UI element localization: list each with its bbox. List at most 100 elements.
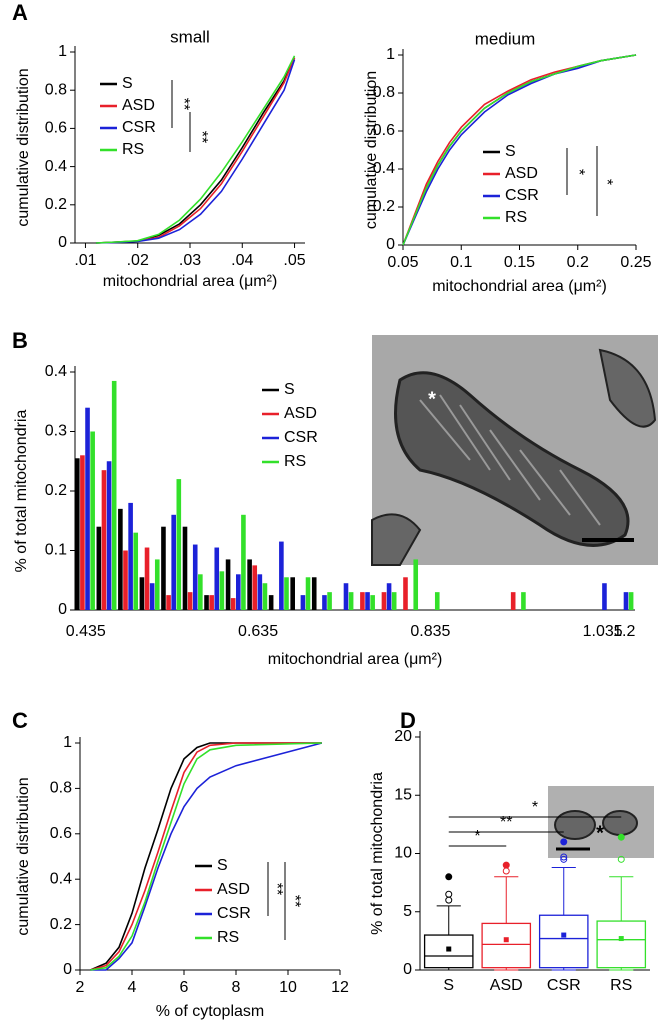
bar <box>311 577 317 610</box>
chart-title: medium <box>475 29 535 48</box>
bar <box>268 595 274 610</box>
bar <box>327 592 332 610</box>
y-axis-label: % of total mitochondria <box>13 410 30 573</box>
chart-title: small <box>170 27 210 46</box>
box <box>596 920 647 969</box>
outlier <box>502 861 510 869</box>
y-tick-label: 1 <box>63 734 72 751</box>
bar <box>204 595 209 610</box>
x-tick-label: CSR <box>547 977 581 994</box>
y-tick-label: 0.8 <box>373 84 395 101</box>
y-tick-label: 20 <box>394 728 412 745</box>
legend-label: CSR <box>505 187 539 204</box>
bar <box>602 583 607 610</box>
bar <box>85 407 90 610</box>
bar <box>370 595 375 610</box>
bar <box>139 577 145 610</box>
bar <box>90 431 95 610</box>
bar <box>128 502 133 610</box>
bar <box>118 508 123 610</box>
y-tick-label: 0.2 <box>45 196 67 213</box>
mean <box>618 936 624 942</box>
x-tick-label: RS <box>610 977 632 994</box>
mean <box>446 946 452 952</box>
cdf-line <box>402 54 637 246</box>
x-tick-label: .05 <box>283 252 305 269</box>
bar <box>209 595 214 610</box>
mitochondrion <box>602 810 638 836</box>
bar <box>106 461 112 610</box>
cdf-line <box>90 742 322 971</box>
y-tick-label: 0.8 <box>50 780 72 797</box>
y-tick-label: 0.3 <box>45 423 67 440</box>
significance-label: ** <box>286 895 303 907</box>
x-tick-label: 0.25 <box>620 254 651 271</box>
y-axis-label: cumulative distribution <box>15 777 32 935</box>
y-tick-label: 0.2 <box>45 482 67 499</box>
significance-label: * <box>598 179 615 185</box>
micrograph-b <box>371 335 658 566</box>
legend-label: RS <box>505 209 527 226</box>
bar <box>381 592 387 610</box>
bar <box>149 583 155 610</box>
bar <box>192 544 198 610</box>
legend-label: S <box>505 143 516 160</box>
bar <box>290 577 295 610</box>
significance-label: * <box>474 828 480 845</box>
legend-label: RS <box>217 929 239 946</box>
x-tick-label: 0.835 <box>410 623 450 640</box>
bar <box>166 595 171 610</box>
y-tick-label: 0.6 <box>45 120 67 137</box>
x-tick-label: 0.435 <box>66 623 106 640</box>
x-tick-label: 0.15 <box>504 254 535 271</box>
bar <box>403 577 408 610</box>
x-axis-label: mitochondrial area (μm²) <box>268 651 443 668</box>
bar <box>219 571 225 610</box>
legend-label: CSR <box>122 119 156 136</box>
bar <box>171 514 176 610</box>
bar <box>623 592 629 610</box>
bar <box>214 547 220 610</box>
y-tick-label: 0.2 <box>373 198 395 215</box>
y-axis-label: cumulative distribution <box>15 68 32 226</box>
bar <box>284 577 289 610</box>
bar <box>154 559 160 610</box>
bar <box>262 583 268 610</box>
significance-label: ** <box>193 131 210 143</box>
legend-label: CSR <box>284 429 318 446</box>
bar <box>510 592 516 610</box>
x-tick-label: .01 <box>74 252 96 269</box>
bar <box>365 592 370 610</box>
cdf-line <box>402 54 637 246</box>
significance-label: ** <box>268 883 285 895</box>
x-axis-label: mitochondrial area (μm²) <box>103 273 278 290</box>
box <box>481 922 532 969</box>
panel-label: A <box>12 0 28 25</box>
bar <box>225 559 231 610</box>
y-tick-label: 0 <box>58 601 67 618</box>
x-tick-label: 8 <box>232 979 241 996</box>
mitochondrion <box>371 513 422 566</box>
x-tick-label: 0.05 <box>387 254 418 271</box>
bar <box>434 592 440 610</box>
x-tick-label: 4 <box>128 979 137 996</box>
y-tick-label: 0.4 <box>45 363 67 380</box>
bar <box>628 592 634 610</box>
mean <box>503 937 509 943</box>
y-tick-label: 0.4 <box>50 870 72 887</box>
legend-label: ASD <box>505 165 538 182</box>
bar <box>413 559 419 610</box>
x-tick-label: .03 <box>179 252 201 269</box>
box <box>423 934 474 969</box>
cdf-line <box>90 742 323 971</box>
inset-label: * <box>428 388 436 410</box>
y-axis-label: % of total mitochondria <box>369 772 386 935</box>
outlier <box>617 833 625 841</box>
bar <box>521 592 526 610</box>
y-tick-label: 0 <box>58 234 67 251</box>
y-tick-label: 0.4 <box>373 160 395 177</box>
bar <box>161 526 166 610</box>
bar <box>101 470 107 610</box>
bar <box>123 550 128 610</box>
mean <box>561 932 567 938</box>
